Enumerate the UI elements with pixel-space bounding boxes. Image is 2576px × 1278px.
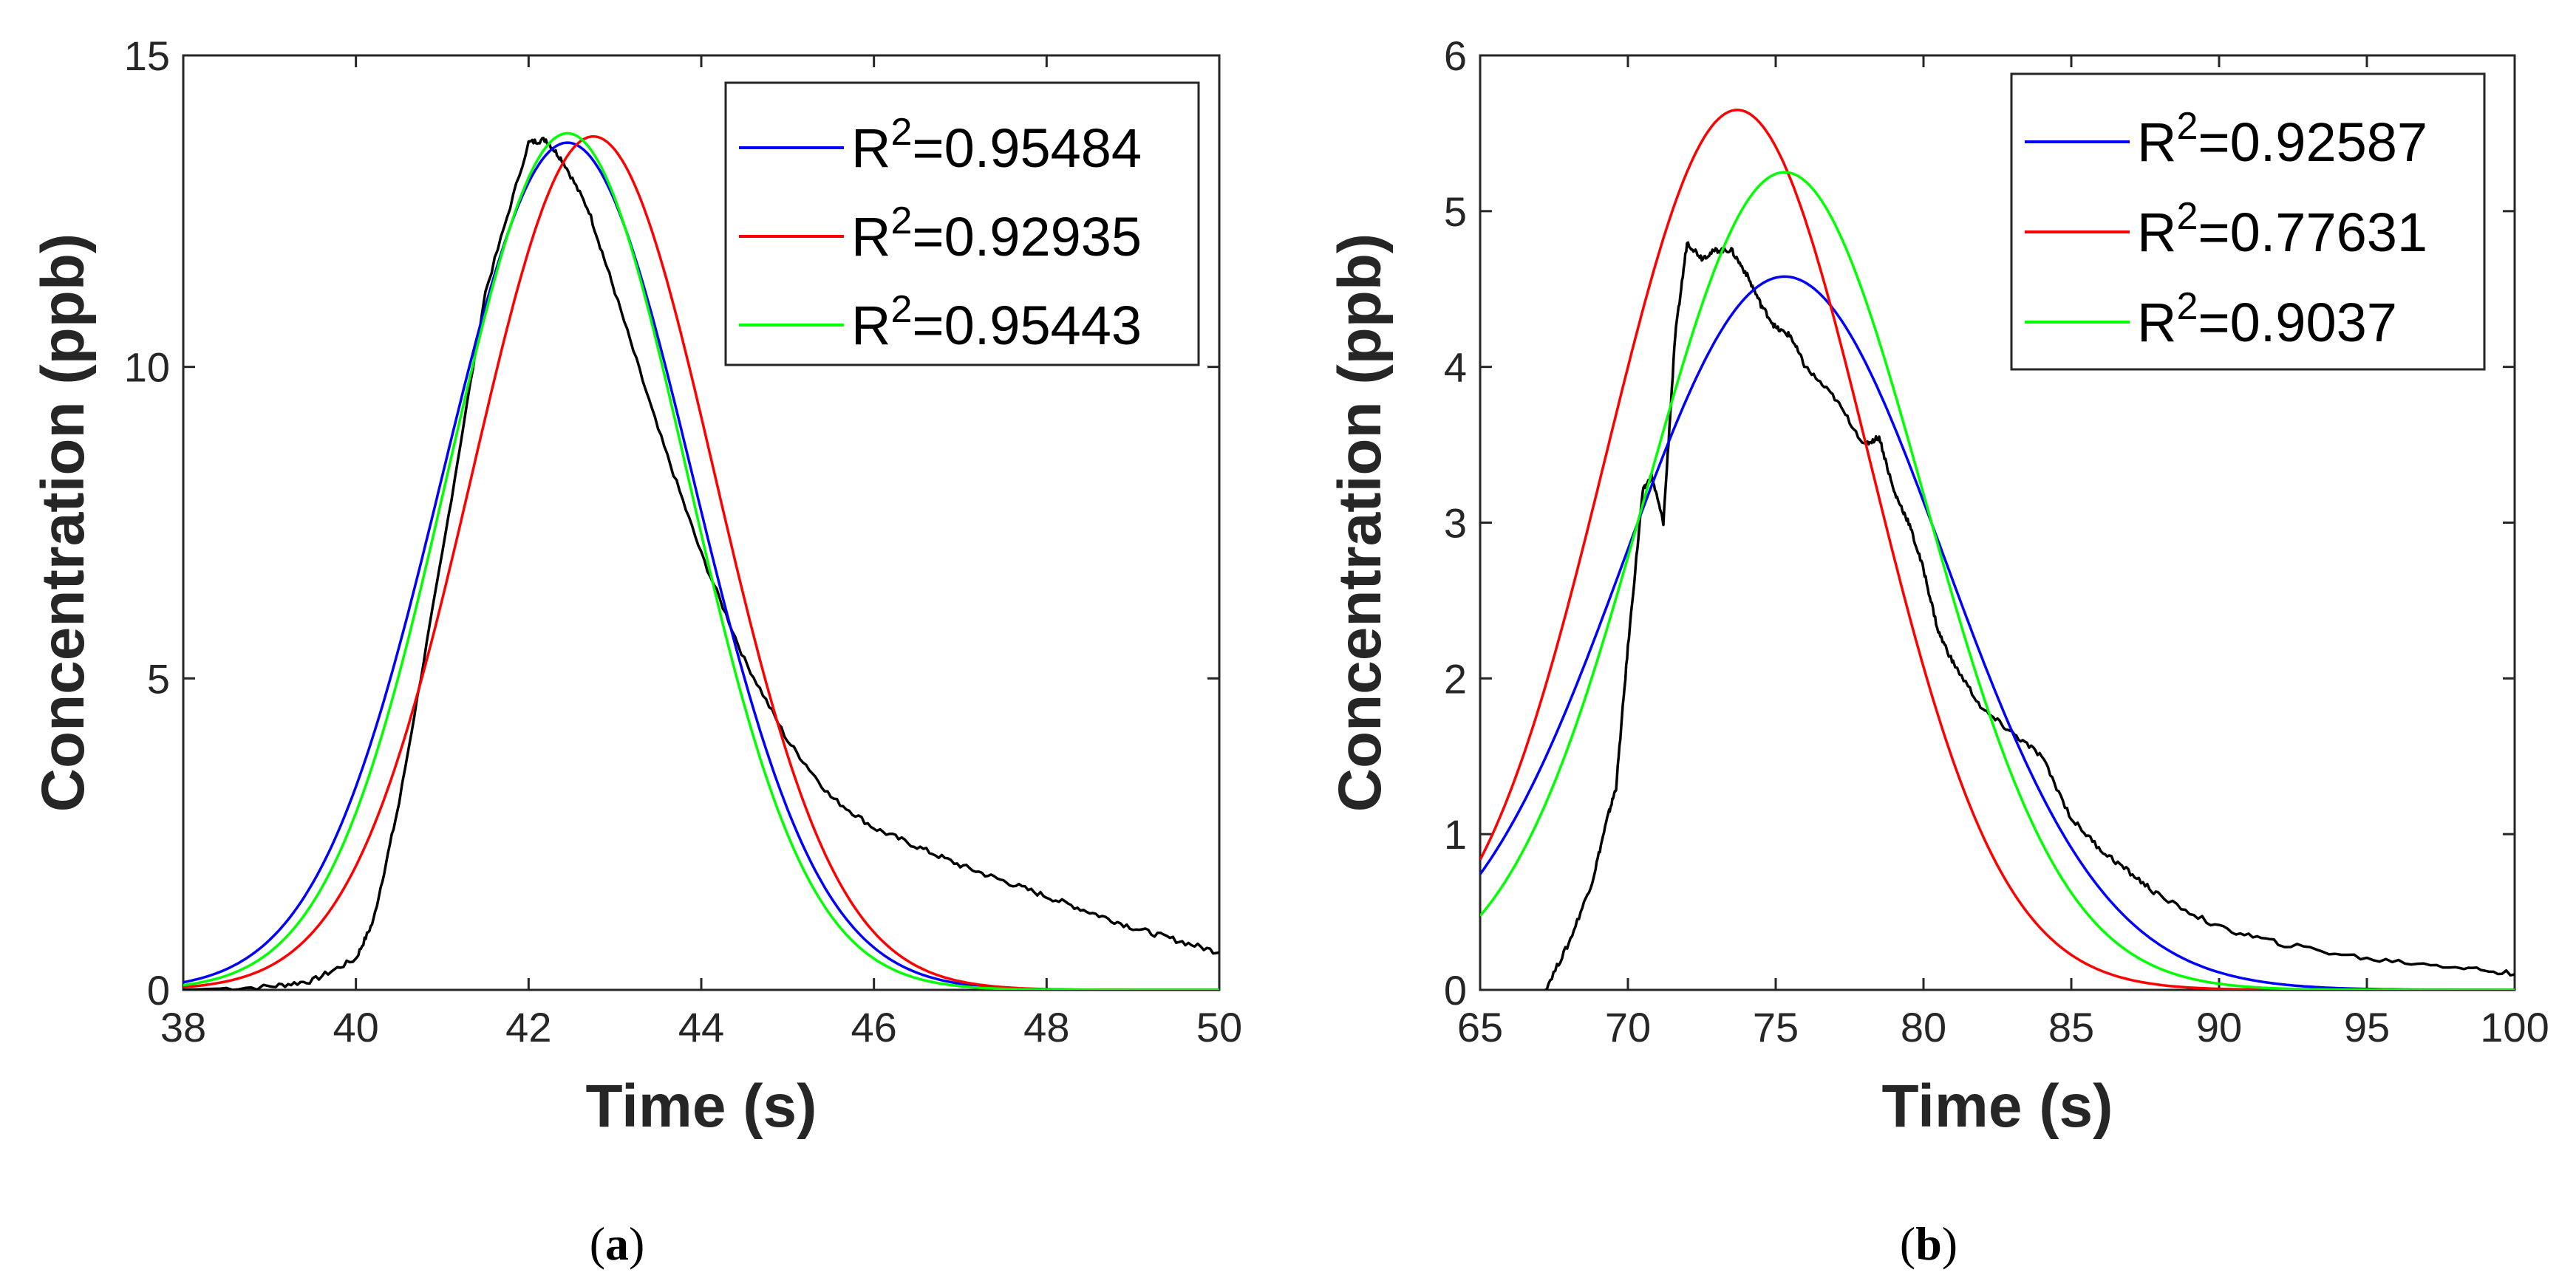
panel-caption: (b) [1900,1217,1957,1270]
y-tick-label: 0 [1444,967,1467,1014]
series-line-fit-green [1480,171,2515,990]
legend-box [724,81,1200,366]
legend-label: R2=0.92935 [851,199,1142,267]
x-tick-label: 42 [505,1004,551,1050]
x-axis-label: Time (s) [1882,1073,2113,1140]
x-tick-label: 38 [160,1004,206,1050]
x-tick-label: 65 [1457,1004,1503,1050]
x-tick-label: 48 [1023,1004,1069,1050]
x-tick-label: 46 [851,1004,897,1050]
y-tick-label: 3 [1444,500,1467,547]
panel-caption: (a) [590,1217,645,1270]
y-tick-label: 0 [147,967,170,1014]
x-axis-label: Time (s) [586,1073,817,1140]
x-tick-label: 100 [2480,1004,2549,1050]
series-line-fit-blue [1480,275,2515,990]
x-tick-label: 75 [1753,1004,1799,1050]
x-tick-label: 95 [2344,1004,2390,1050]
plot-area [183,131,1219,990]
legend: R2=0.92587 R2=0.77631 R2=0.9037 [2010,72,2486,371]
y-tick-label: 6 [1444,33,1467,79]
x-tick-label: 44 [678,1004,724,1050]
x-tick-label: 80 [1901,1004,1946,1050]
y-tick-label: 15 [124,33,170,79]
y-axis-label: Concentration (ppb) [30,233,97,812]
y-tick-label: 1 [1444,811,1467,858]
series-line-fit-green [183,131,1219,990]
y-tick-label: 5 [147,655,170,702]
x-tick-label: 70 [1605,1004,1651,1050]
y-tick-label: 2 [1444,655,1467,702]
legend: R2=0.95484 R2=0.92935 R2=0.95443 [724,81,1200,366]
chart-panel-a: 38 40 42 44 46 48 50 0 5 10 15 Time (s) Concentratio… [30,33,1242,1270]
legend-box [2010,72,2486,371]
legend-label: R2=0.95443 [851,288,1142,356]
chart-panel-b: 65 70 75 80 85 90 95 100 0 1 2 3 4 5 6 Time (s) Concentr… [1326,33,2549,1270]
x-tick-label: 90 [2196,1004,2242,1050]
x-tick-label: 50 [1196,1004,1242,1050]
y-tick-label: 10 [124,344,170,391]
legend-label: R2=0.9037 [2137,285,2397,353]
legend-label: R2=0.95484 [851,111,1142,179]
x-tick-label: 40 [333,1004,379,1050]
legend-label: R2=0.92587 [2137,105,2427,173]
y-tick-label: 5 [1444,188,1467,235]
x-tick-label: 85 [2048,1004,2094,1050]
series-line-measured [183,137,1219,990]
plot-area [1480,109,2515,990]
series-line-measured [1544,241,2515,990]
y-axis-label: Concentration (ppb) [1326,233,1394,812]
y-tick-label: 4 [1444,344,1467,391]
series-line-fit-red [1480,109,2515,990]
legend-label: R2=0.77631 [2137,195,2427,263]
